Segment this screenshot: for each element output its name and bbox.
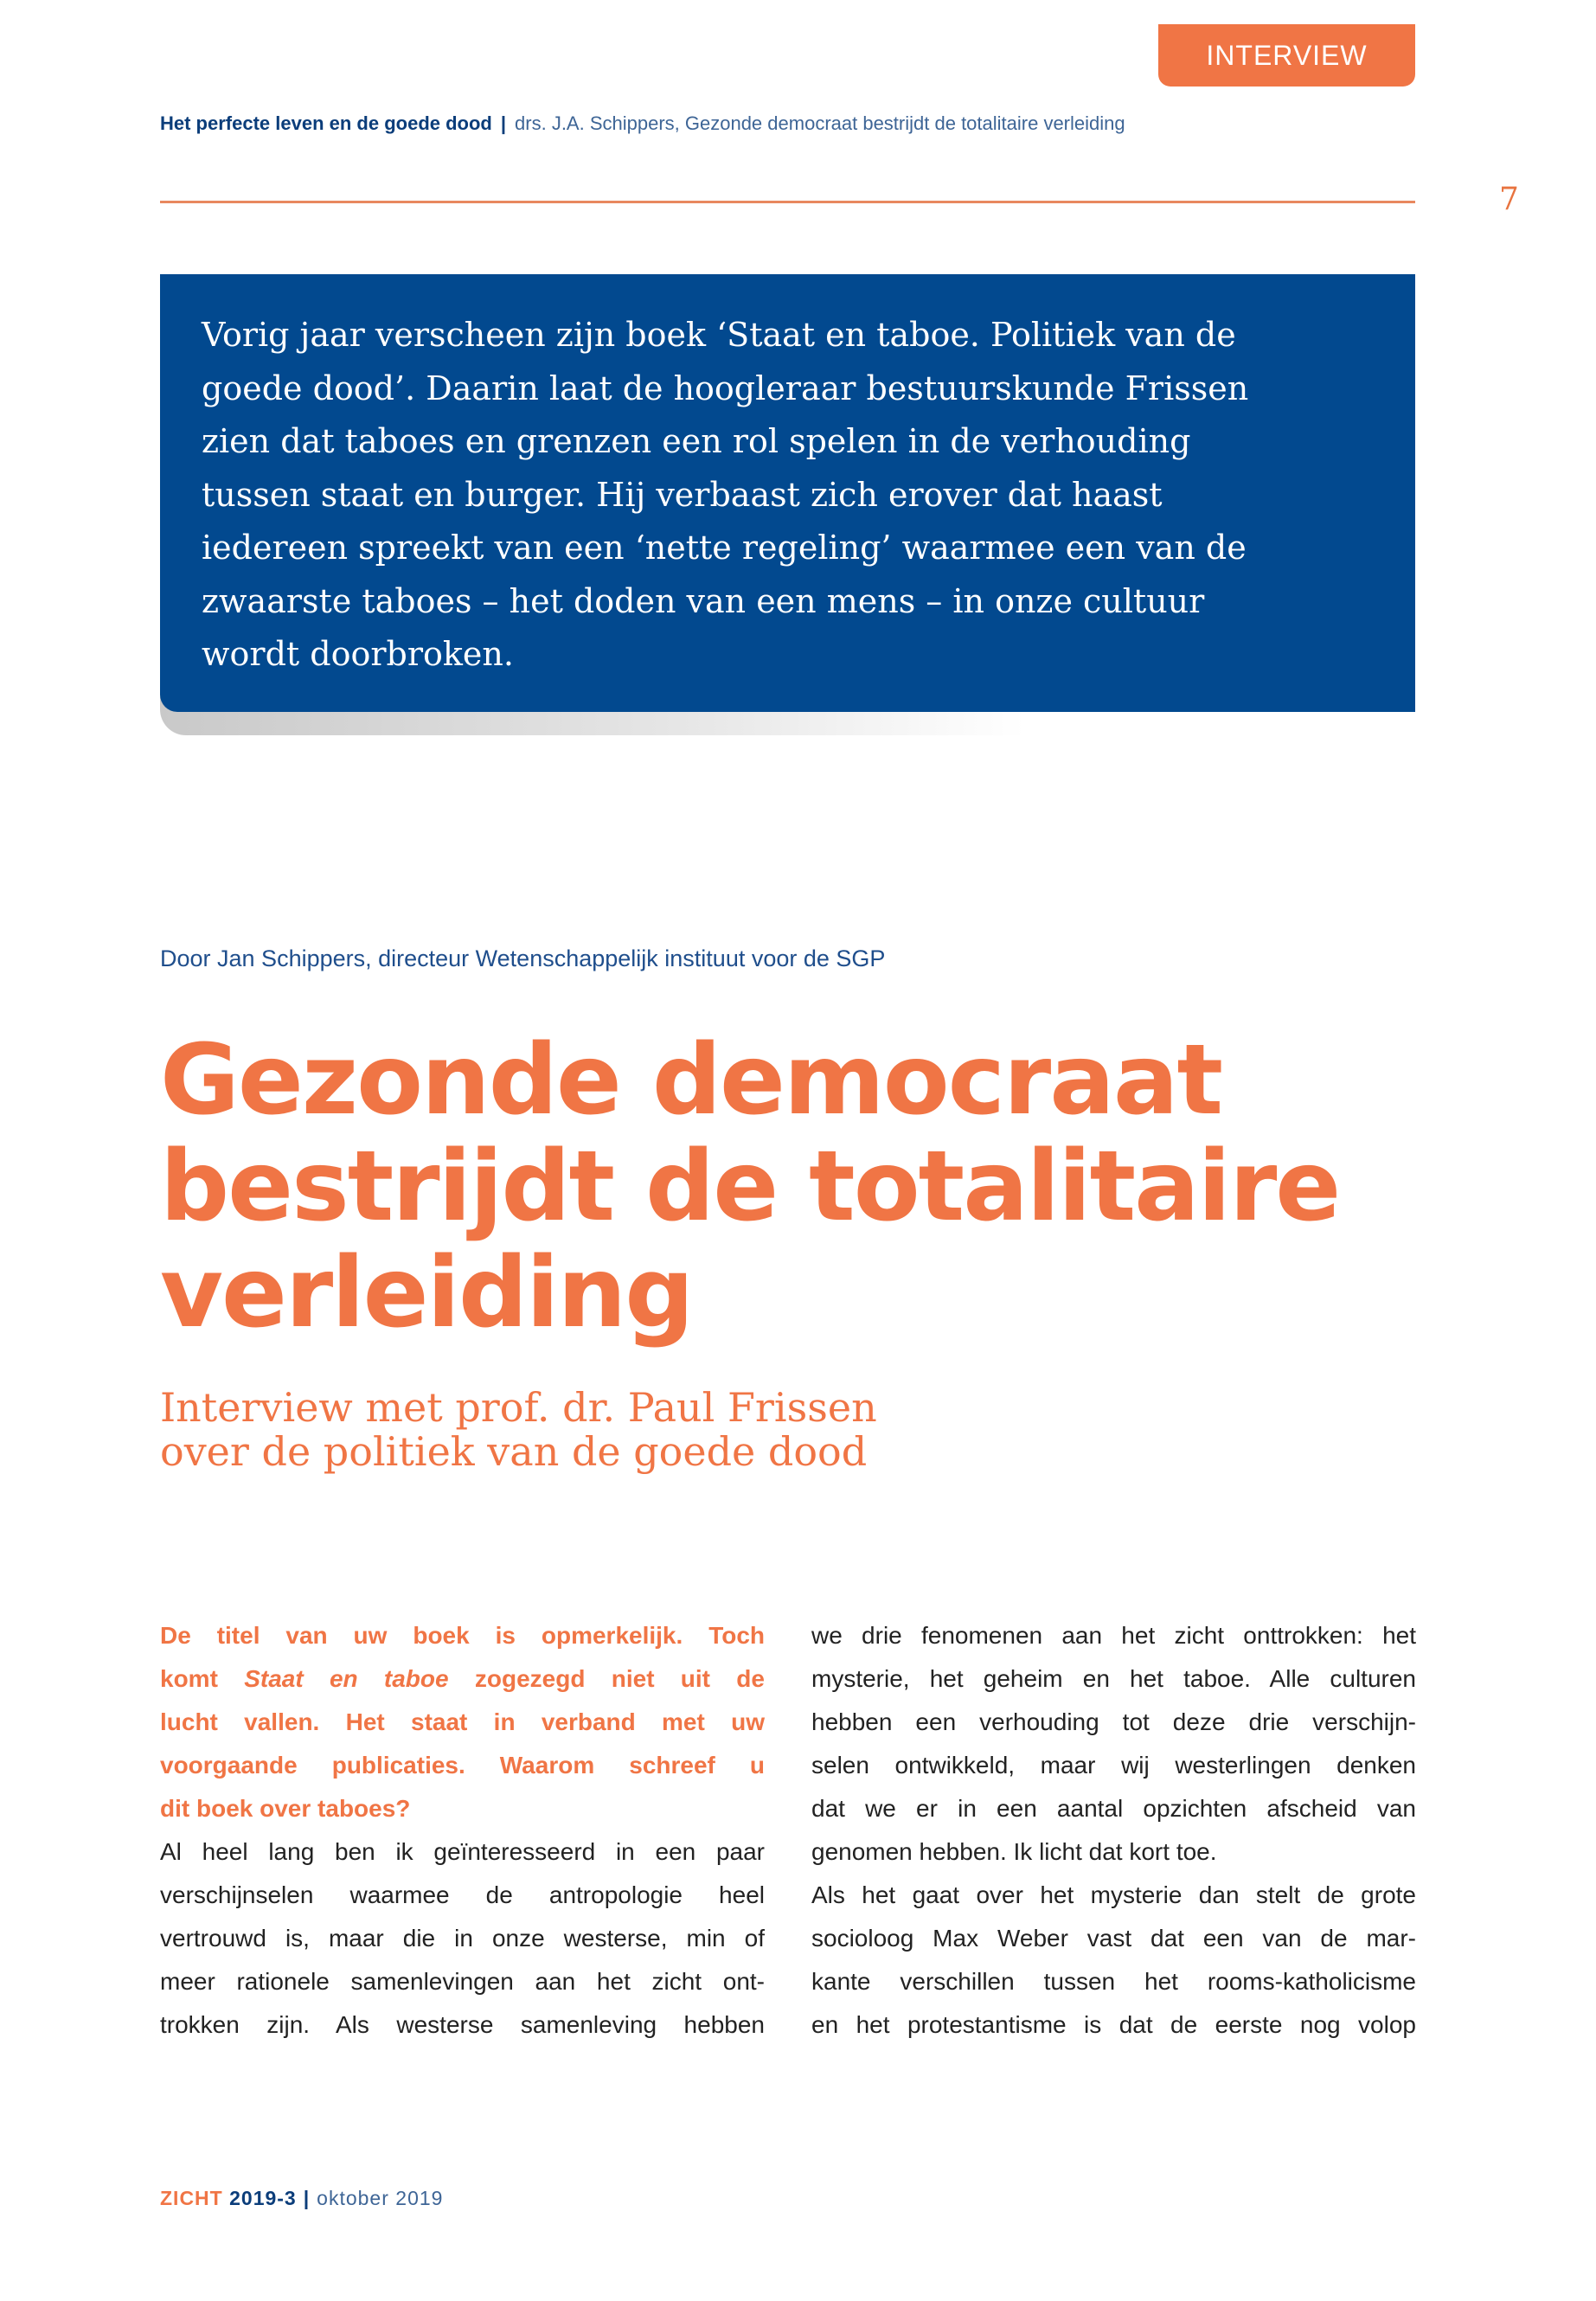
- title-line: Gezonde democraat: [160, 1024, 1223, 1137]
- answer-line: Al heel lang ben ik geïnteresseerd in ee…: [160, 1838, 765, 1865]
- header-rule: [160, 201, 1415, 203]
- right-column: we drie fenomenen aan het zicht onttrokk…: [811, 1614, 1416, 2047]
- left-column: De titel van uw boek is opmerkelijk. Toc…: [160, 1614, 765, 2047]
- body-line: genomen hebben. Ik licht dat kort toe.: [811, 1838, 1217, 1865]
- intro-line: tussen staat en burger. Hij verbaast zic…: [202, 475, 1163, 514]
- section-tab-interview: INTERVIEW: [1158, 24, 1415, 87]
- question-line: De titel van uw boek is opmerkelijk. Toc…: [160, 1622, 765, 1649]
- question-line: komt Staat en taboe zogezegd niet uit de: [160, 1657, 765, 1701]
- intro-line: zien dat taboes en grenzen een rol spele…: [202, 422, 1191, 460]
- question-text: komt: [160, 1665, 245, 1692]
- body-line: en het protestantisme is dat de eerste n…: [811, 2011, 1416, 2038]
- intro-line: iedereen spreekt van een ‘nette regeling…: [202, 529, 1247, 567]
- answer-line: trokken zijn. Als westerse samenleving h…: [160, 2011, 765, 2038]
- body-line: kante verschillen tussen het rooms-katho…: [811, 1968, 1416, 1995]
- intro-line: goede dood’. Daarin laat de hoogleraar b…: [202, 369, 1249, 407]
- question-line: dit boek over taboes?: [160, 1795, 411, 1822]
- body-line: selen ontwikkeld, maar wij westerlingen …: [811, 1752, 1416, 1779]
- issue-date: oktober 2019: [317, 2187, 444, 2209]
- body-line: Als het gaat over het mysterie dan stelt…: [811, 1881, 1416, 1908]
- body-line: mysterie, het geheim en het taboe. Alle …: [811, 1665, 1416, 1692]
- article-reference: drs. J.A. Schippers, Gezonde democraat b…: [515, 112, 1125, 134]
- running-head: Het perfecte leven en de goede dood | drs.…: [160, 112, 1125, 135]
- answer-line: vertrouwd is, maar die in onze westerse,…: [160, 1925, 765, 1952]
- page-footer: ZICHT 2019-3 | oktober 2019: [160, 2187, 443, 2210]
- question-line: lucht vallen. Het staat in verband met u…: [160, 1708, 765, 1735]
- question-text: zogezegd niet uit de: [448, 1665, 765, 1692]
- body-line: we drie fenomenen aan het zicht onttrokk…: [811, 1622, 1416, 1649]
- intro-text: Vorig jaar verscheen zijn boek ‘Staat en…: [202, 309, 1326, 682]
- intro-line: wordt doorbroken.: [202, 635, 514, 673]
- subtitle-line: over de politiek van de goede dood: [160, 1428, 868, 1475]
- issue-number: 2019-3: [229, 2187, 297, 2209]
- book-title: Staat en taboe: [244, 1665, 449, 1692]
- intro-box: Vorig jaar verscheen zijn boek ‘Staat en…: [160, 274, 1415, 712]
- title-line: verleiding: [160, 1237, 694, 1349]
- intro-line: zwaarste taboes – het doden van een mens…: [202, 581, 1205, 620]
- page-number: 7: [1499, 182, 1519, 217]
- body-line: dat we er in een aantal opzichten afsche…: [811, 1795, 1416, 1822]
- article-title: Gezonde democraat bestrijdt de totalitai…: [160, 1024, 1341, 1349]
- separator: |: [500, 112, 507, 134]
- title-line: bestrijdt de totalitaire: [160, 1131, 1341, 1243]
- article-subtitle: Interview met prof. dr. Paul Frissen ove…: [160, 1386, 877, 1474]
- question-line: voorgaande publicaties. Waarom schreef u: [160, 1752, 765, 1779]
- answer-line: verschijnselen waarmee de antropologie h…: [160, 1881, 765, 1908]
- answer-line: meer rationele samenlevingen aan het zic…: [160, 1968, 765, 1995]
- subtitle-line: Interview met prof. dr. Paul Frissen: [160, 1384, 877, 1431]
- magazine-name: ZICHT: [160, 2187, 223, 2209]
- series-title: Het perfecte leven en de goede dood: [160, 112, 492, 134]
- separator: |: [303, 2187, 311, 2209]
- byline: Door Jan Schippers, directeur Wetenschap…: [160, 945, 886, 971]
- body-line: hebben een verhouding tot deze drie vers…: [811, 1708, 1416, 1735]
- body-line: socioloog Max Weber vast dat een van de …: [811, 1925, 1416, 1952]
- intro-line: Vorig jaar verscheen zijn boek ‘Staat en…: [202, 316, 1236, 354]
